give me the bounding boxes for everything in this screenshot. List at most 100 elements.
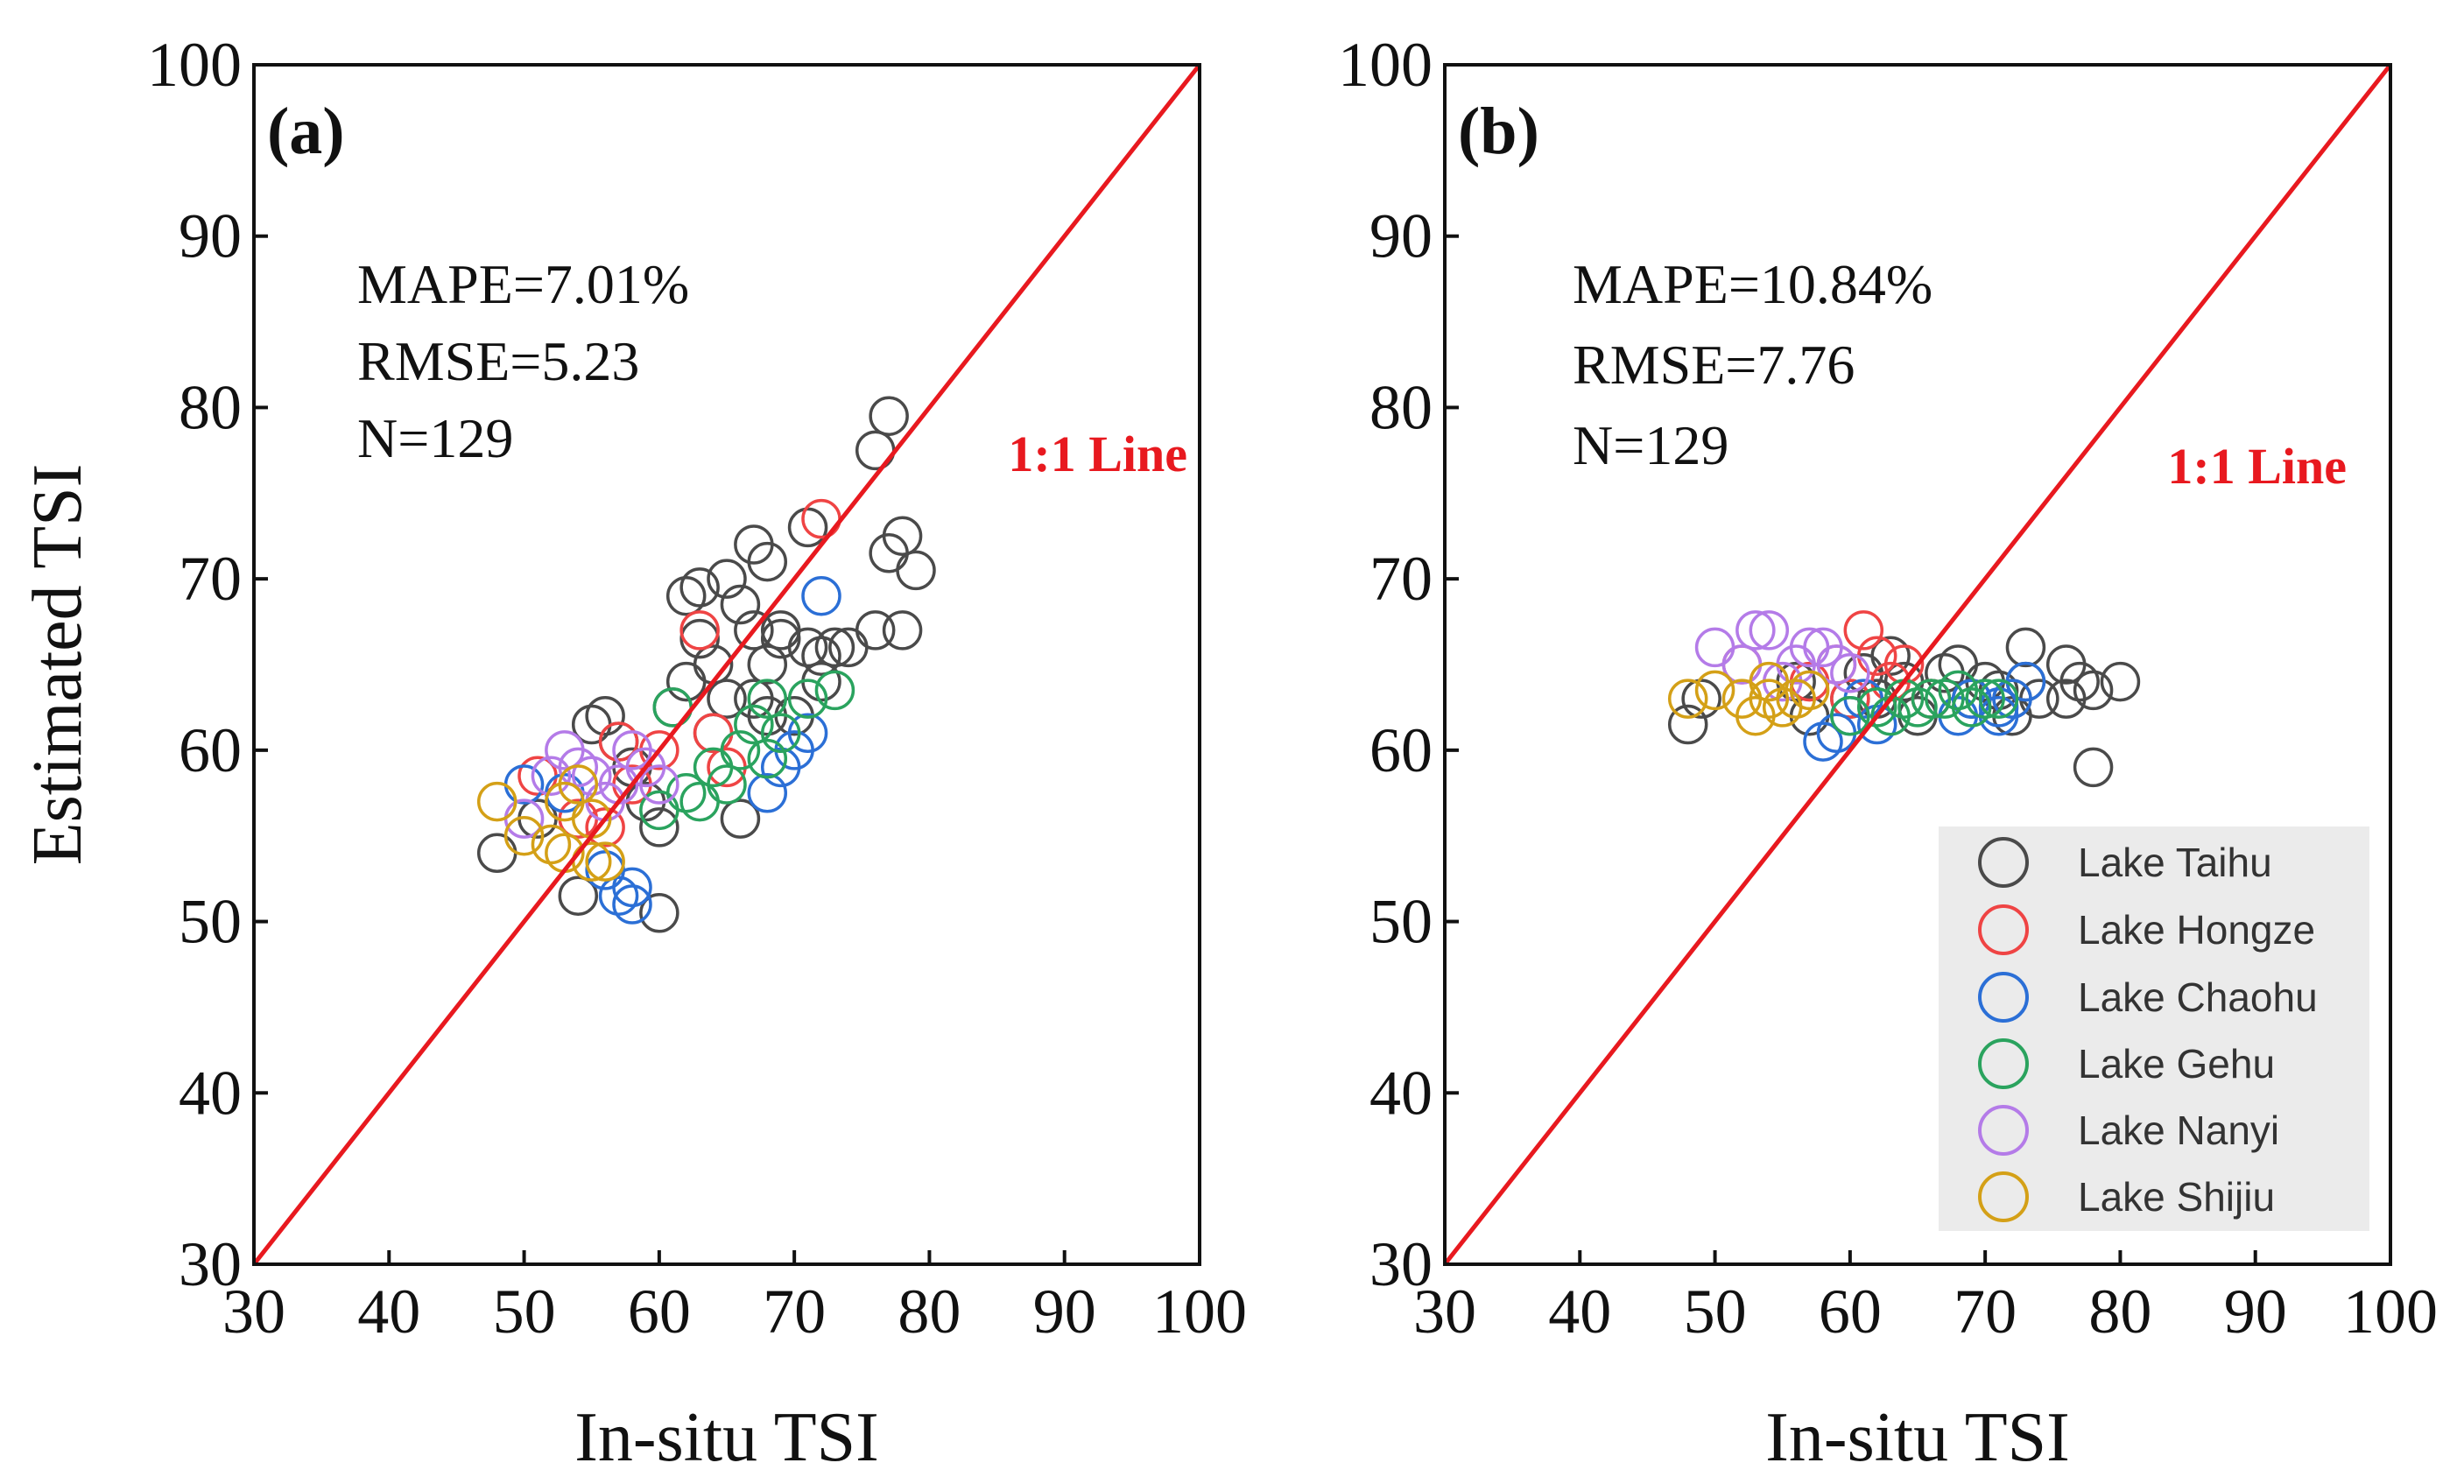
panel-b-point-lake-gehu bbox=[1830, 695, 1870, 736]
legend-label-hongze: Lake Hongze bbox=[2078, 907, 2315, 953]
panel-b-point-lake-taihu bbox=[1870, 636, 1911, 676]
panel-b-point-lake-chaohu bbox=[1803, 721, 1843, 762]
panel-a-y-tick-label: 80 bbox=[179, 372, 242, 442]
panel-b-x-tick-label: 40 bbox=[1548, 1277, 1611, 1347]
panel-a-x-tick-label: 60 bbox=[628, 1277, 691, 1347]
panel-a-y-tick-label: 90 bbox=[179, 201, 242, 271]
panel-b-point-lake-gehu bbox=[1856, 687, 1897, 728]
legend-marker-chaohu bbox=[1978, 972, 2029, 1023]
panel-b-point-lake-taihu bbox=[2073, 747, 2114, 788]
panel-a-point-lake-gehu bbox=[665, 773, 707, 813]
panel-b-point-lake-nanyi bbox=[1830, 653, 1870, 693]
panel-a-point-lake-taihu bbox=[720, 584, 761, 625]
legend-marker-gehu bbox=[1978, 1038, 2029, 1089]
panel-b-point-lake-nanyi bbox=[1694, 627, 1735, 668]
panel-a-point-lake-taihu bbox=[734, 610, 774, 651]
legend-label-shijiu: Lake Shijiu bbox=[2078, 1174, 2275, 1220]
panel-a-x-tick-label: 100 bbox=[1152, 1277, 1247, 1347]
panel-a-point-lake-taihu bbox=[558, 876, 599, 916]
panel-a-point-lake-gehu bbox=[814, 670, 855, 711]
panel-b-y-tick-label: 50 bbox=[1369, 887, 1433, 957]
panel-b-x-ticks: 30 40 50 60 70 80 90 100 bbox=[1413, 1250, 2438, 1347]
panel-b-point-lake-nanyi bbox=[1735, 610, 1776, 651]
panel-a-point-lake-taihu bbox=[476, 833, 517, 874]
panel-a-point-lake-chaohu bbox=[503, 764, 545, 805]
legend-entry-chaohu: Lake Chaohu bbox=[1978, 972, 2318, 1023]
panel-b-x-tick-label: 90 bbox=[2224, 1277, 2287, 1347]
panel-a-point-lake-shijiu bbox=[531, 824, 572, 865]
panel-b-frame bbox=[1443, 63, 2392, 1266]
panel-b-y-ticks: 30 40 50 60 70 80 90 100 bbox=[1338, 30, 1459, 1299]
panel-b-point-lake-shijiu bbox=[1667, 679, 1708, 719]
panel-b-x-axis-title: In-situ TSI bbox=[1765, 1399, 2069, 1476]
panel-a-stat-mape: MAPE=7.01% bbox=[357, 253, 689, 315]
panel-b-y-tick-label: 30 bbox=[1369, 1229, 1433, 1299]
panel-a-point-lake-taihu bbox=[679, 567, 720, 608]
panel-b-y-tick-label: 80 bbox=[1369, 372, 1433, 442]
panel-a-y-tick-label: 30 bbox=[179, 1229, 242, 1299]
panel-a-point-lake-taihu bbox=[760, 610, 801, 651]
panel-a-point-lake-chaohu bbox=[801, 575, 841, 616]
panel-a-point-lake-chaohu bbox=[612, 867, 652, 908]
panel-a-x-tick-label: 90 bbox=[1033, 1277, 1096, 1347]
panel-a-point-lake-nanyi bbox=[558, 747, 599, 788]
panel-a-point-lake-chaohu bbox=[747, 773, 788, 813]
panel-b-stat-n: N=129 bbox=[1573, 414, 1728, 476]
panel-b-point-lake-chaohu bbox=[1856, 704, 1897, 745]
panel-a-point-lake-chaohu bbox=[598, 876, 639, 916]
panel-a-point-lake-shijiu bbox=[476, 781, 517, 822]
panel-a-y-tick-label: 60 bbox=[179, 715, 242, 785]
panel-b-y-tick-label: 100 bbox=[1338, 30, 1433, 100]
panel-a-point-lake-taihu bbox=[665, 575, 707, 616]
panel-a-point-lake-hongze bbox=[585, 807, 625, 847]
panel-b-point-lake-gehu bbox=[1925, 679, 1965, 719]
panel-a-point-lake-gehu bbox=[679, 781, 720, 822]
panel-a-point-lake-chaohu bbox=[612, 884, 652, 925]
panel-a-point-lake-taihu bbox=[814, 627, 855, 668]
panel-a-point-lake-gehu bbox=[787, 679, 828, 719]
panel-a-point-lake-taihu bbox=[760, 618, 801, 659]
panel-a-point-lake-gehu bbox=[760, 713, 801, 754]
legend-marker-taihu bbox=[1978, 837, 2029, 888]
panel-a-label: (a) bbox=[267, 95, 345, 168]
panel-a-y-axis-title: Estimated TSI bbox=[19, 464, 96, 865]
panel-b-x-tick-label: 70 bbox=[1954, 1277, 2017, 1347]
legend-box bbox=[1939, 826, 2369, 1231]
panel-a-point-lake-taihu bbox=[882, 516, 923, 556]
panel-b-y-tick-label: 90 bbox=[1369, 201, 1433, 271]
panel-b-point-lake-taihu bbox=[2073, 670, 2114, 711]
legend-marker-nanyi bbox=[1978, 1105, 2029, 1156]
panel-a-point-lake-taihu bbox=[855, 610, 896, 651]
panel-b-point-lake-nanyi bbox=[1816, 644, 1857, 685]
legend-entry-hongze: Lake Hongze bbox=[1978, 904, 2315, 955]
panel-b-x-tick-label: 60 bbox=[1819, 1277, 1882, 1347]
legend-marker-hongze bbox=[1978, 904, 2029, 955]
panel-b-x-tick-label: 50 bbox=[1684, 1277, 1747, 1347]
panel-a-stat-n: N=129 bbox=[357, 407, 513, 469]
panel-a-point-lake-gehu bbox=[707, 764, 747, 805]
panel-a-point-lake-nanyi bbox=[639, 764, 679, 805]
panel-b-x-tick-label: 30 bbox=[1413, 1277, 1476, 1347]
panel-b-stat-mape: MAPE=10.84% bbox=[1573, 253, 1932, 315]
legend-label-chaohu: Lake Chaohu bbox=[2078, 974, 2318, 1020]
panel-a-point-lake-hongze bbox=[598, 721, 639, 762]
legend-label-taihu: Lake Taihu bbox=[2078, 840, 2272, 885]
panel-a-point-lake-shijiu bbox=[558, 764, 599, 805]
panel-b-one-to-one-line bbox=[1443, 63, 2392, 1266]
legend-marker-shijiu bbox=[1978, 1171, 2029, 1222]
panel-b-label: (b) bbox=[1458, 95, 1539, 168]
panel-b-point-lake-shijiu bbox=[1776, 679, 1816, 719]
legend: Lake Taihu Lake Hongze Lake Chaohu Lake … bbox=[1939, 826, 2369, 1231]
panel-b-point-lake-chaohu bbox=[1978, 687, 2019, 728]
panel-a-point-lake-taihu bbox=[787, 627, 828, 668]
legend-label-nanyi: Lake Nanyi bbox=[2078, 1108, 2279, 1153]
panel-b-point-lake-gehu bbox=[1911, 679, 1952, 719]
panel-a-points bbox=[476, 396, 936, 933]
panel-a-x-axis-title: In-situ TSI bbox=[574, 1399, 878, 1476]
panel-a-point-lake-taihu bbox=[679, 618, 720, 659]
panel-a-point-lake-taihu bbox=[787, 507, 828, 548]
panel-a-point-lake-hongze bbox=[679, 610, 720, 651]
